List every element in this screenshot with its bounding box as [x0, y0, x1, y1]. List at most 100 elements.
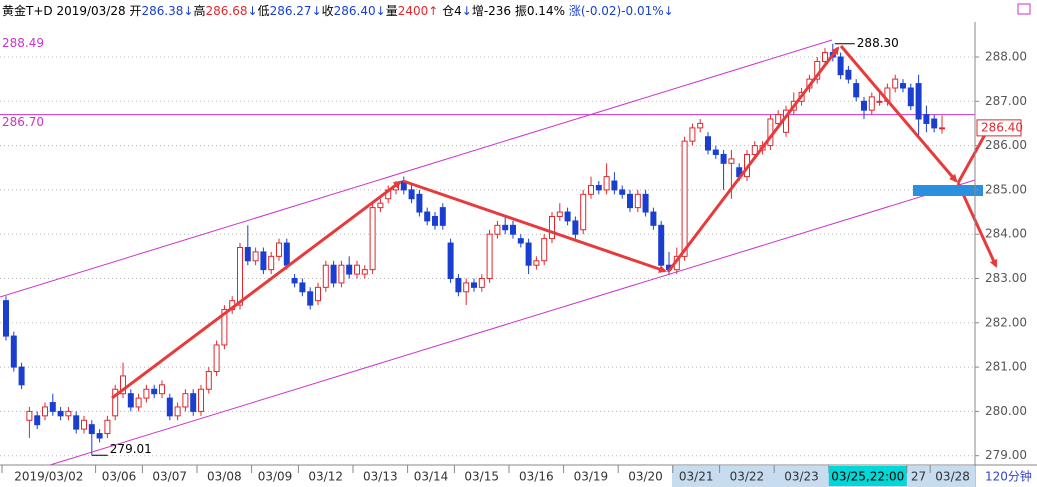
candle-body	[252, 251, 259, 262]
x-tick-label: 03/19	[574, 470, 609, 484]
period-label[interactable]: 120分钟	[985, 469, 1032, 484]
candle-body	[96, 433, 103, 439]
header-item: 黄金T+D 2019/03/28	[2, 3, 129, 18]
candle-body	[712, 149, 719, 155]
candle-body	[697, 122, 704, 129]
y-tick-label: 288.00	[985, 49, 1027, 63]
header-item: 增-236 振0.14%	[472, 4, 569, 18]
candle-body	[478, 277, 485, 288]
candle-body	[588, 184, 594, 195]
candle-body	[619, 189, 626, 195]
candle-body	[603, 176, 610, 191]
last-price-box	[976, 119, 1022, 137]
candle-body	[486, 233, 493, 279]
candle-body	[198, 388, 204, 412]
high-label: 288.30	[857, 36, 899, 50]
trend-arrow	[402, 179, 667, 273]
trend-arrow	[839, 45, 958, 183]
y-tick-label: 282.00	[985, 315, 1027, 329]
candle-body	[432, 215, 438, 226]
header-item: 收	[322, 4, 334, 18]
candle-body	[88, 424, 95, 435]
y-tick-label: 279.00	[985, 448, 1027, 462]
x-tick-label: 03/25,22:00	[831, 470, 904, 484]
y-tick-label: 280.00	[985, 404, 1027, 418]
candle-body	[291, 277, 298, 284]
candle-body	[837, 56, 844, 76]
x-tick-label: 03/07	[152, 470, 187, 484]
candle-body	[237, 246, 243, 306]
x-tick-label: 03/23	[784, 470, 819, 484]
y-tick-label: 283.00	[985, 271, 1027, 285]
candle-body	[244, 246, 251, 262]
candle-body	[283, 242, 290, 266]
candle-body	[260, 251, 267, 271]
candle-body	[580, 193, 587, 231]
candle-body	[49, 402, 56, 412]
header-item: 开	[129, 4, 141, 18]
candle-body	[549, 215, 555, 240]
candle-body	[424, 211, 431, 222]
x-tick-label: 27	[911, 470, 926, 484]
candle-body	[42, 406, 48, 417]
channel-upper	[0, 39, 833, 298]
header-item: 2400↑	[398, 4, 439, 18]
target-zone	[913, 185, 983, 196]
header-item: 高	[193, 3, 205, 18]
candle-body	[104, 419, 111, 435]
x-tick-label: 03/13	[363, 470, 398, 484]
level-label: 288.49	[2, 36, 44, 50]
candle-body	[276, 242, 282, 257]
candle-body	[845, 69, 852, 80]
candle-body	[307, 291, 314, 306]
candle-body	[268, 255, 275, 271]
header-item: 286.40↓	[334, 4, 386, 18]
candle-body	[120, 375, 126, 395]
candle-body	[34, 415, 41, 426]
candle-body	[330, 264, 337, 284]
candle-body	[213, 344, 220, 373]
low-label: 279.01	[110, 442, 152, 456]
candle-body	[182, 393, 189, 408]
candle-body	[471, 282, 477, 288]
trend-arrow	[666, 46, 840, 273]
candle-body	[595, 184, 602, 191]
candle-body	[775, 114, 782, 124]
cursor-label-box	[828, 466, 907, 486]
candle-body	[720, 153, 727, 164]
candle-body	[861, 100, 867, 111]
header-item: 低	[258, 4, 270, 18]
x-tick-label: 03/22	[730, 470, 765, 484]
candle-body	[564, 211, 571, 222]
candle-body	[705, 136, 711, 151]
window-icon[interactable]	[1017, 3, 1031, 15]
x-tick-label: 03/12	[308, 470, 343, 484]
candle-body	[439, 207, 446, 226]
candle-body	[299, 282, 306, 293]
header-item: 286.68	[206, 4, 248, 18]
x-tick-label: 03/09	[258, 470, 293, 484]
candle-body	[151, 388, 158, 395]
candle-body	[634, 193, 641, 209]
candle-body	[447, 242, 454, 279]
candle-body	[205, 371, 212, 390]
header-item: ↓	[462, 4, 472, 18]
candle-body	[174, 406, 181, 417]
candle-body	[166, 397, 173, 417]
candle-body	[322, 264, 329, 288]
candle-body	[416, 193, 423, 213]
header-item: ↓	[248, 4, 258, 18]
candle-body	[338, 264, 345, 284]
candle-body	[494, 224, 501, 235]
x-tick-label: 2019/03/02	[14, 470, 83, 484]
candle-body	[541, 238, 548, 262]
candle-body	[642, 193, 649, 213]
candle-body	[463, 282, 470, 293]
candle-body	[907, 87, 914, 107]
candle-body	[939, 127, 945, 130]
candle-body	[455, 277, 462, 293]
candle-body	[627, 193, 633, 209]
y-tick-label: 286.00	[985, 138, 1027, 152]
candle-body	[510, 224, 516, 235]
